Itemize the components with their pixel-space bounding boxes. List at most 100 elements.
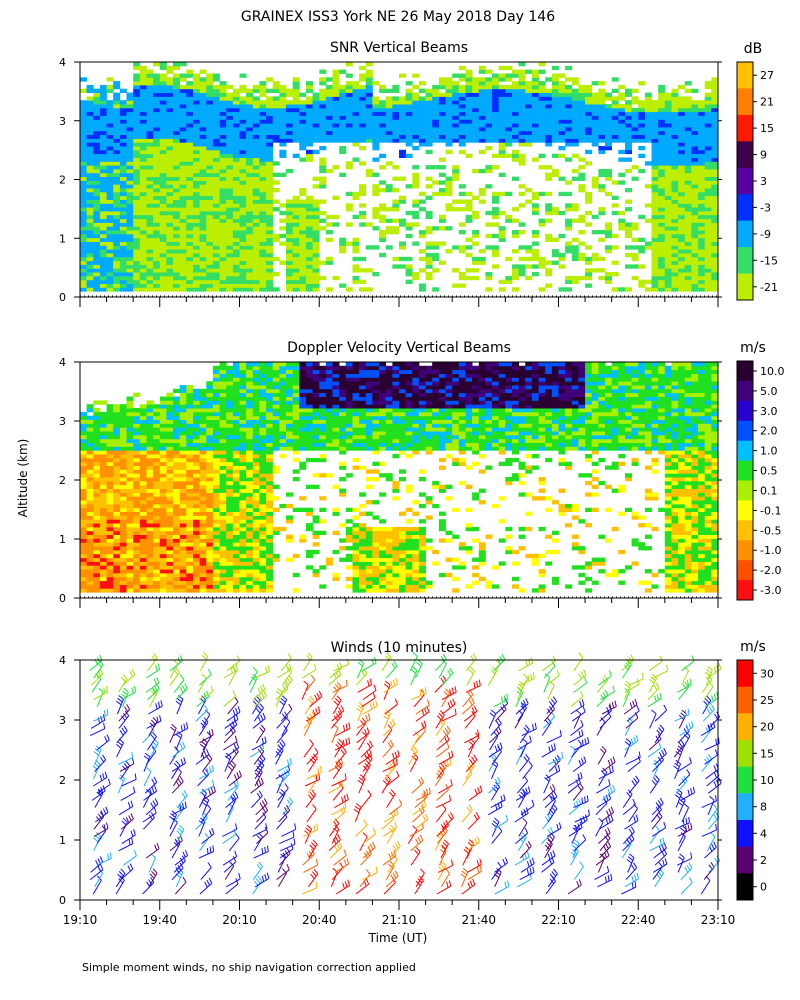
doppler-cell [133, 484, 141, 489]
snr-cell [259, 233, 267, 239]
snr-cell [372, 130, 380, 135]
snr-cell [266, 188, 274, 193]
snr-cell [651, 249, 659, 254]
snr-cell [531, 104, 539, 109]
doppler-cell [193, 423, 200, 428]
doppler-cell [119, 446, 127, 451]
snr-cell [179, 176, 187, 181]
snr-cell [392, 88, 400, 93]
snr-cell [133, 180, 141, 185]
snr-cell [492, 210, 499, 216]
colorbar-label: 3 [760, 175, 767, 188]
snr-cell [678, 184, 686, 189]
snr-cell [585, 84, 593, 90]
doppler-cell [113, 549, 121, 555]
snr-cell [259, 203, 267, 208]
snr-cell [146, 214, 154, 220]
snr-cell [319, 134, 327, 139]
snr-cell [119, 149, 127, 155]
snr-cell [286, 218, 293, 223]
doppler-cell [93, 496, 101, 501]
snr-cell [605, 176, 612, 181]
doppler-cell [146, 496, 154, 501]
snr-cell [206, 256, 214, 262]
snr-cell [239, 241, 247, 246]
snr-cell [113, 272, 121, 277]
snr-cell [179, 180, 187, 185]
snr-cell [139, 92, 147, 97]
snr-cell [246, 245, 254, 250]
snr-cell [80, 111, 87, 116]
snr-cell [93, 126, 101, 132]
snr-cell [684, 233, 692, 239]
snr-cell [292, 153, 300, 158]
doppler-cell [86, 461, 94, 466]
snr-cell [219, 111, 227, 116]
snr-cell [146, 256, 154, 262]
doppler-cell [186, 561, 194, 566]
snr-cell [664, 119, 672, 124]
doppler-cell [153, 477, 161, 482]
snr-cell [698, 207, 706, 212]
snr-cell [485, 92, 493, 97]
snr-cell [558, 123, 566, 128]
snr-cell [86, 245, 94, 250]
snr-cell [525, 142, 533, 147]
snr-cell [684, 161, 692, 166]
snr-cell [465, 77, 473, 82]
snr-cell [678, 168, 686, 174]
snr-cell [119, 210, 127, 216]
doppler-cell [99, 557, 107, 562]
snr-cell [345, 88, 353, 93]
snr-cell [531, 111, 539, 116]
doppler-cell [99, 584, 107, 589]
snr-cell [193, 77, 200, 82]
snr-cell [106, 100, 114, 105]
snr-cell [292, 275, 300, 281]
doppler-cell [99, 492, 107, 497]
snr-cell [425, 260, 433, 265]
snr-cell [325, 134, 333, 139]
snr-cell [232, 199, 240, 204]
snr-cell [711, 188, 719, 193]
doppler-cell [80, 565, 87, 570]
snr-cell [399, 241, 406, 246]
snr-cell [212, 226, 220, 231]
doppler-cell [133, 526, 141, 532]
snr-cell [418, 123, 426, 128]
doppler-cell [146, 511, 154, 516]
snr-cell [405, 226, 413, 231]
snr-cell [625, 230, 632, 235]
snr-cell [565, 191, 573, 197]
doppler-cell [159, 488, 167, 493]
snr-cell [219, 146, 227, 151]
snr-cell [325, 237, 333, 242]
snr-cell [578, 188, 586, 193]
snr-cell [312, 214, 320, 220]
doppler-cell [199, 572, 207, 578]
doppler-cell [159, 503, 167, 509]
snr-cell [658, 241, 666, 246]
snr-cell [332, 165, 340, 170]
snr-cell [525, 199, 533, 204]
snr-cell [286, 210, 293, 216]
snr-cell [678, 287, 686, 292]
snr-cell [279, 226, 287, 231]
doppler-cell [153, 461, 161, 466]
snr-cell [691, 191, 699, 197]
snr-cell [106, 268, 114, 273]
snr-cell [173, 210, 180, 216]
snr-cell [385, 184, 393, 189]
snr-cell [212, 107, 220, 113]
snr-cell [166, 115, 174, 120]
snr-cell [492, 199, 499, 204]
snr-cell [545, 77, 553, 82]
snr-cell [598, 123, 606, 128]
snr-cell [173, 249, 180, 254]
snr-cell [432, 84, 440, 90]
doppler-cell [199, 427, 207, 432]
snr-cell [226, 138, 234, 143]
snr-cell [299, 233, 307, 239]
snr-cell [206, 176, 214, 181]
snr-cell [279, 210, 287, 216]
